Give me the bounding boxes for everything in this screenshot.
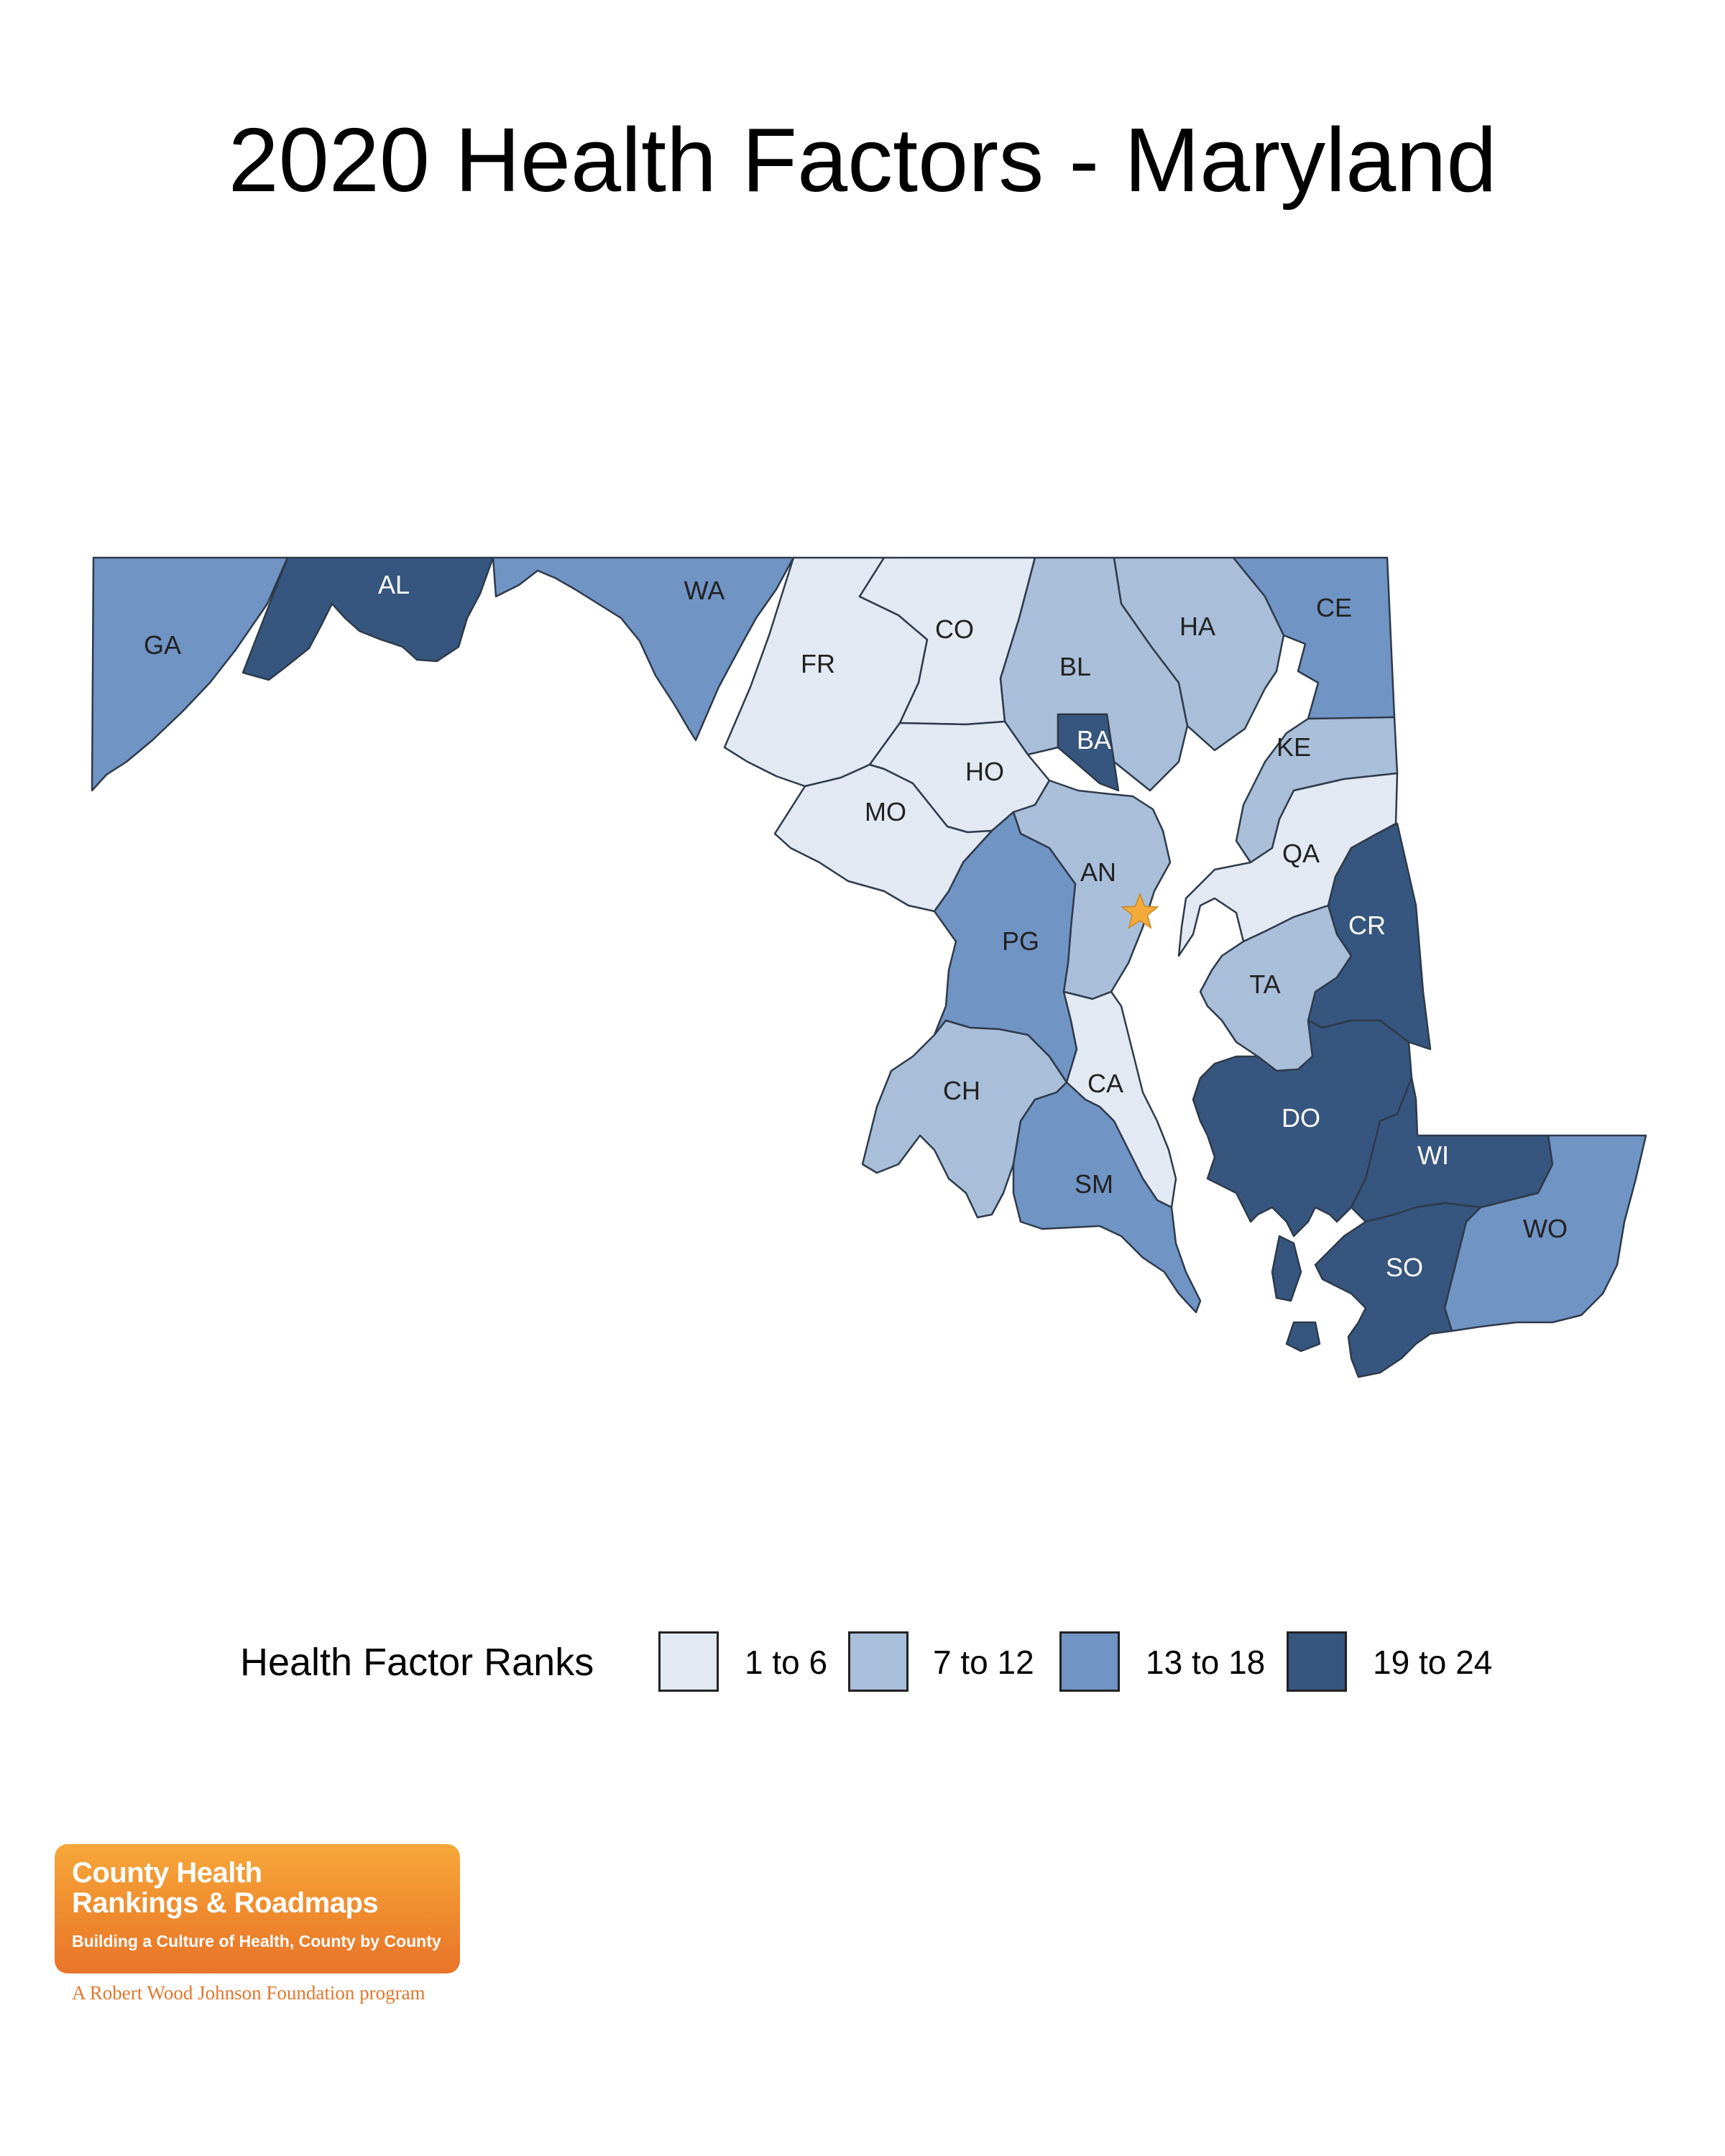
county-label-al: AL: [378, 570, 410, 599]
county-label-ta: TA: [1249, 969, 1280, 999]
county-label-sm: SM: [1075, 1169, 1113, 1199]
county-sm: [1012, 1081, 1202, 1314]
county-label-qa: QA: [1282, 839, 1320, 868]
county-label-ch: CH: [943, 1076, 980, 1105]
logo-line-2: Rankings & Roadmaps: [72, 1887, 379, 1919]
county-label-ha: HA: [1179, 612, 1215, 641]
county-label-wa: WA: [684, 576, 725, 605]
county-label-so: SO: [1386, 1253, 1423, 1282]
county-label-ce: CE: [1316, 593, 1352, 622]
county-label-do: DO: [1282, 1103, 1320, 1133]
county-label-bl: BL: [1059, 652, 1091, 681]
county-so: [1285, 1202, 1482, 1378]
county-ch: [861, 1019, 1068, 1219]
star-marker: [1121, 892, 1159, 929]
county-ce: [1232, 556, 1396, 720]
county-label-ke: KE: [1276, 732, 1311, 762]
chrr-logo: County Health Rankings & Roadmaps Buildi…: [55, 1844, 460, 1973]
logo-line-1: County Health: [72, 1857, 262, 1889]
county-label-pg: PG: [1002, 926, 1039, 956]
county-label-mo: MO: [865, 797, 906, 826]
logo-subtitle: A Robert Wood Johnson Foundation program: [72, 1982, 426, 2004]
county-label-cr: CR: [1348, 911, 1386, 940]
county-wo: [1443, 1134, 1647, 1332]
county-wa: [492, 556, 795, 742]
county-label-ba: BA: [1077, 725, 1111, 755]
county-ga: [91, 556, 289, 792]
logo-tagline: Building a Culture of Health, County by …: [72, 1932, 441, 1950]
county-al: [242, 556, 494, 681]
county-label-fr: FR: [801, 649, 835, 678]
map-title: 2020 Health Factors - Maryland: [228, 109, 1497, 211]
county-ba: [1057, 713, 1120, 792]
county-label-wi: WI: [1417, 1141, 1449, 1170]
county-label-an: AN: [1080, 857, 1116, 887]
county-label-ho: HO: [965, 757, 1004, 786]
county-label-ga: GA: [144, 630, 181, 660]
county-label-wo: WO: [1523, 1214, 1568, 1243]
county-label-ca: CA: [1087, 1069, 1123, 1098]
county-label-co: CO: [935, 614, 974, 644]
